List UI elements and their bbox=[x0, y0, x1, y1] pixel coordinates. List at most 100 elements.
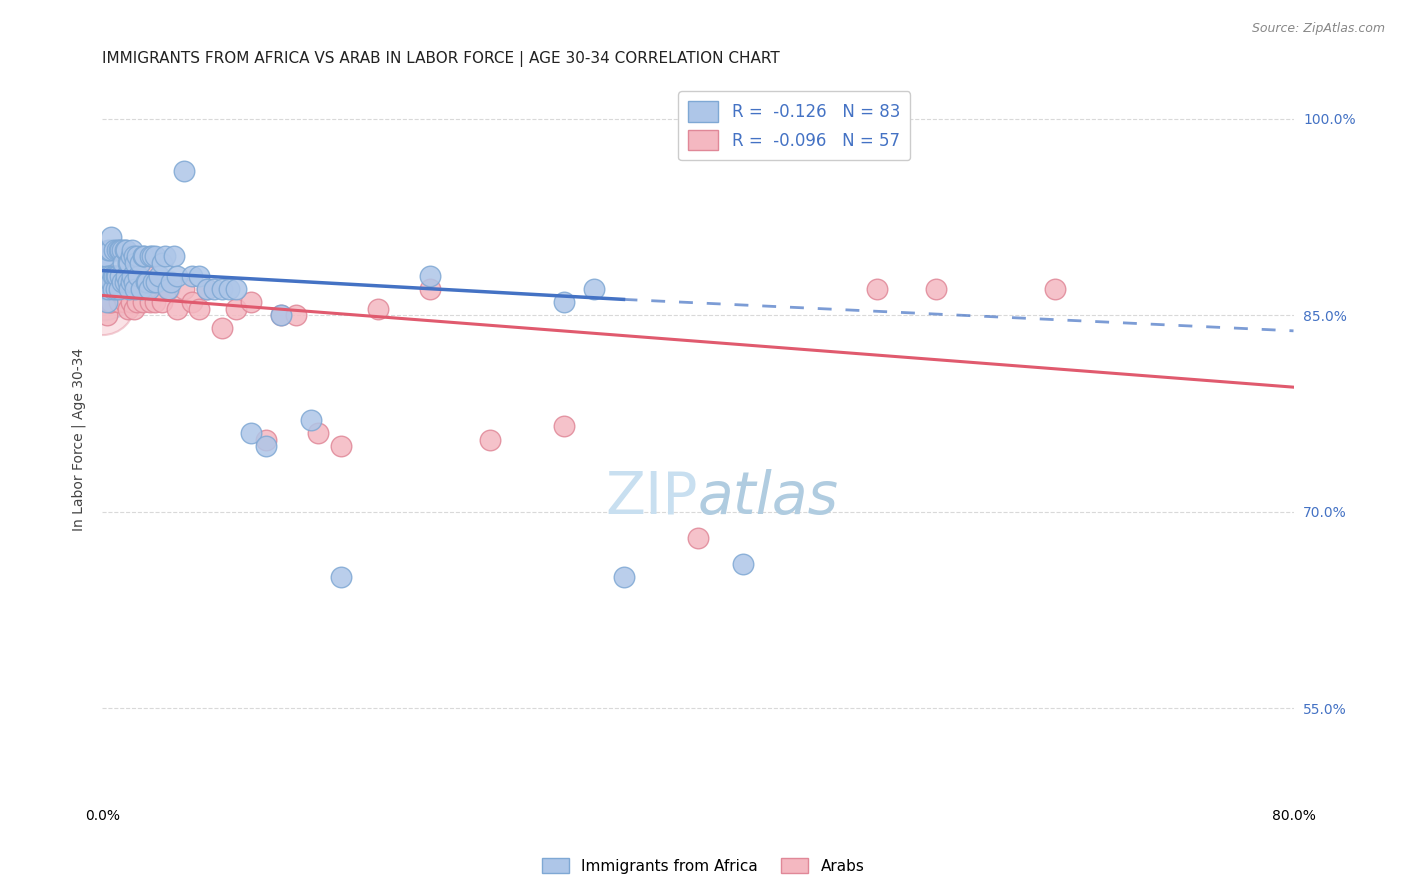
Point bbox=[100, 268, 122, 283]
Point bbox=[117, 276, 139, 290]
Point bbox=[148, 282, 170, 296]
Point bbox=[145, 276, 167, 290]
Point bbox=[110, 276, 132, 290]
Point bbox=[112, 256, 135, 270]
Point bbox=[94, 288, 117, 302]
Point bbox=[104, 268, 127, 283]
Point bbox=[98, 268, 121, 283]
Point bbox=[135, 276, 157, 290]
Point bbox=[115, 268, 138, 283]
Point bbox=[121, 243, 143, 257]
Point bbox=[96, 295, 118, 310]
Point bbox=[107, 243, 129, 257]
Point bbox=[105, 282, 128, 296]
Point bbox=[94, 249, 117, 263]
Point bbox=[143, 295, 166, 310]
Text: Source: ZipAtlas.com: Source: ZipAtlas.com bbox=[1251, 22, 1385, 36]
Point bbox=[111, 243, 134, 257]
Point bbox=[1045, 282, 1067, 296]
Point bbox=[94, 268, 117, 283]
Point bbox=[107, 282, 129, 296]
Point bbox=[218, 282, 240, 296]
Point bbox=[141, 249, 163, 263]
Point bbox=[111, 276, 134, 290]
Point bbox=[124, 256, 146, 270]
Point bbox=[166, 301, 188, 316]
Point bbox=[612, 570, 634, 584]
Point bbox=[122, 249, 145, 263]
Point bbox=[103, 282, 125, 296]
Point bbox=[124, 282, 146, 296]
Point bbox=[367, 301, 389, 316]
Point bbox=[121, 276, 143, 290]
Point bbox=[97, 282, 120, 296]
Point bbox=[139, 295, 162, 310]
Point bbox=[118, 256, 141, 270]
Point bbox=[101, 268, 124, 283]
Point bbox=[478, 433, 501, 447]
Point bbox=[98, 243, 121, 257]
Point bbox=[93, 295, 115, 310]
Point bbox=[98, 282, 121, 296]
Point bbox=[98, 295, 121, 310]
Text: IMMIGRANTS FROM AFRICA VS ARAB IN LABOR FORCE | AGE 30-34 CORRELATION CHART: IMMIGRANTS FROM AFRICA VS ARAB IN LABOR … bbox=[103, 51, 780, 67]
Point bbox=[865, 282, 887, 296]
Point bbox=[91, 295, 114, 310]
Point bbox=[93, 282, 115, 296]
Point bbox=[104, 276, 127, 290]
Point bbox=[120, 276, 142, 290]
Point bbox=[121, 268, 143, 283]
Point bbox=[139, 249, 162, 263]
Point bbox=[240, 295, 263, 310]
Point bbox=[284, 308, 307, 322]
Point bbox=[112, 282, 135, 296]
Point bbox=[188, 301, 211, 316]
Point bbox=[125, 295, 148, 310]
Point bbox=[150, 256, 173, 270]
Point bbox=[100, 276, 122, 290]
Point bbox=[110, 268, 132, 283]
Point bbox=[195, 282, 218, 296]
Point bbox=[225, 301, 247, 316]
Point bbox=[105, 268, 128, 283]
Point bbox=[211, 321, 233, 335]
Point bbox=[160, 276, 183, 290]
Point bbox=[96, 268, 118, 283]
Point bbox=[254, 439, 277, 453]
Point bbox=[101, 276, 124, 290]
Point bbox=[731, 557, 754, 571]
Point bbox=[329, 570, 352, 584]
Point bbox=[93, 249, 115, 263]
Point bbox=[128, 282, 150, 296]
Point bbox=[419, 282, 441, 296]
Point bbox=[270, 308, 292, 322]
Point bbox=[553, 295, 575, 310]
Point bbox=[110, 243, 132, 257]
Point bbox=[270, 308, 292, 322]
Point bbox=[163, 249, 186, 263]
Point bbox=[103, 268, 125, 283]
Point bbox=[240, 425, 263, 440]
Legend: R =  -0.126   N = 83, R =  -0.096   N = 57: R = -0.126 N = 83, R = -0.096 N = 57 bbox=[678, 91, 910, 161]
Point bbox=[120, 295, 142, 310]
Point bbox=[107, 295, 129, 310]
Point bbox=[101, 282, 124, 296]
Point bbox=[195, 282, 218, 296]
Point bbox=[129, 282, 152, 296]
Point bbox=[94, 282, 117, 296]
Point bbox=[124, 282, 146, 296]
Point bbox=[211, 282, 233, 296]
Point bbox=[925, 282, 948, 296]
Point bbox=[96, 308, 118, 322]
Point bbox=[127, 268, 149, 283]
Point bbox=[114, 243, 136, 257]
Point bbox=[142, 276, 165, 290]
Y-axis label: In Labor Force | Age 30-34: In Labor Force | Age 30-34 bbox=[72, 348, 86, 531]
Point bbox=[91, 276, 114, 290]
Point bbox=[180, 268, 202, 283]
Point bbox=[156, 282, 179, 296]
Text: atlas: atlas bbox=[697, 468, 839, 525]
Point bbox=[97, 243, 120, 257]
Point bbox=[111, 288, 134, 302]
Point bbox=[132, 249, 155, 263]
